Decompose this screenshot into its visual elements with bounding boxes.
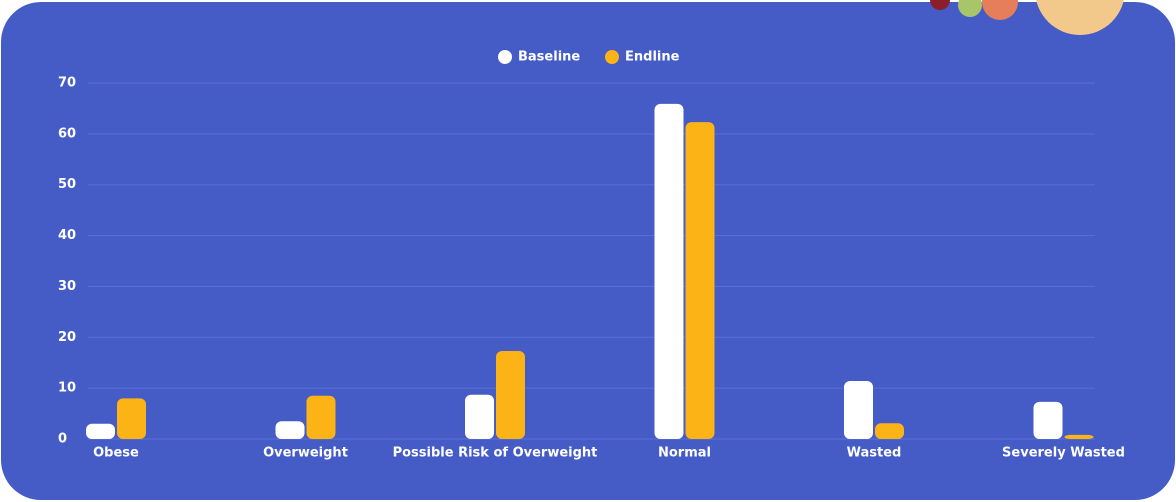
legend-label: Endline <box>625 50 680 65</box>
bar <box>496 351 525 439</box>
legend-marker <box>498 50 512 64</box>
x-tick-label: Obese <box>93 446 139 461</box>
legend-marker <box>605 50 619 64</box>
decoration <box>930 0 1124 35</box>
x-tick-label: Normal <box>658 446 711 461</box>
bar <box>1064 434 1094 439</box>
bar <box>306 395 336 439</box>
bar <box>275 421 305 439</box>
bar <box>875 423 904 439</box>
y-tick-label: 10 <box>58 381 76 396</box>
y-tick-label: 60 <box>58 126 76 141</box>
x-tick-label: Severely Wasted <box>1002 446 1125 461</box>
y-tick-label: 50 <box>58 177 76 192</box>
bar <box>117 398 146 439</box>
y-tick-label: 70 <box>58 76 76 91</box>
legend-label: Baseline <box>518 50 580 65</box>
bar <box>1033 401 1063 439</box>
bar <box>654 103 684 439</box>
y-tick-label: 20 <box>58 330 76 345</box>
y-tick-label: 30 <box>58 279 76 294</box>
x-tick-label: Wasted <box>847 446 902 461</box>
bar <box>86 423 115 439</box>
bar <box>465 394 494 439</box>
bar <box>844 381 873 439</box>
y-tick-label: 40 <box>58 228 76 243</box>
x-tick-label: Overweight <box>263 446 348 461</box>
x-tick-label: Possible Risk of Overweight <box>393 446 598 461</box>
bar <box>685 122 715 439</box>
y-tick-label: 0 <box>58 432 67 447</box>
